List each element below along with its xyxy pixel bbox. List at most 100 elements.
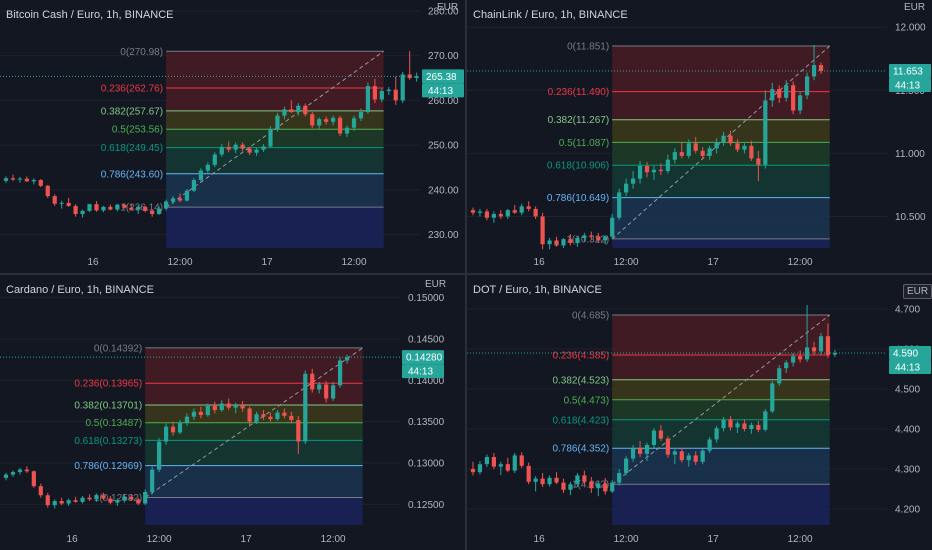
panel-divider-horizontal[interactable] [0, 273, 932, 275]
candle [310, 112, 315, 129]
candle [184, 188, 190, 202]
chart-title: ChainLink / Euro, 1h, BINANCE [473, 9, 628, 21]
candle [589, 477, 594, 493]
candle [798, 91, 803, 115]
candle [31, 470, 36, 488]
svg-text:44:13: 44:13 [428, 86, 453, 97]
y-tick-label: 4.400 [895, 425, 920, 436]
x-tick-label: 17 [708, 534, 720, 545]
candle [742, 143, 747, 154]
candle [386, 86, 391, 96]
candle [289, 100, 294, 113]
candle [45, 184, 50, 198]
fib-level-label: 0.236(262.76) [101, 84, 163, 95]
candle [818, 333, 824, 356]
chart-canvas[interactable]: 0(11.851) 0.236(11.490) 0.382(11.267) 0.5(1… [467, 0, 932, 273]
x-tick-label: 12:00 [788, 534, 813, 545]
candle [17, 467, 23, 475]
currency-unit-label: EUR [437, 2, 459, 13]
candle [73, 496, 78, 503]
candle [310, 368, 315, 393]
svg-text:11.653: 11.653 [893, 67, 923, 78]
candle [233, 402, 238, 414]
candle [205, 162, 210, 174]
candle [582, 232, 587, 242]
candle [108, 204, 113, 211]
candle [400, 71, 405, 104]
fib-level-label: 0(4.685) [572, 311, 609, 322]
y-tick-label: 280.00 [428, 6, 459, 17]
candle [784, 360, 789, 373]
candle [735, 139, 740, 153]
x-tick-label: 12:00 [614, 534, 639, 545]
y-tick-label: 0.15000 [408, 293, 445, 304]
candle [756, 150, 761, 182]
candle [324, 381, 329, 403]
chart-title: Bitcoin Cash / Euro, 1h, BINANCE [6, 9, 174, 21]
fib-zone [145, 383, 363, 406]
candle [198, 406, 203, 419]
fib-zone [612, 119, 830, 143]
candle [150, 466, 155, 495]
fib-zone [166, 110, 384, 130]
candle [344, 354, 350, 364]
candle [219, 144, 224, 157]
candle [212, 401, 217, 414]
candle [540, 473, 545, 487]
fib-level-label: 0.236(0.13965) [74, 379, 142, 390]
candle [589, 231, 594, 241]
candle [624, 178, 629, 197]
candle [498, 461, 503, 475]
candle [505, 208, 510, 219]
fib-level-label: 0.5(11.087) [559, 138, 609, 149]
x-tick-label: 17 [708, 257, 720, 268]
fib-zone-below [166, 207, 384, 248]
candle [101, 205, 106, 213]
fib-zone [145, 422, 363, 441]
chart-panel-1[interactable]: 0(270.98) 0.236(262.76) 0.382(257.67) 0.5(2… [0, 0, 465, 273]
chart-panel-2[interactable]: 0(11.851) 0.236(11.490) 0.382(11.267) 0.5(1… [467, 0, 932, 273]
candle [547, 475, 552, 487]
fib-zone [145, 347, 363, 384]
chart-canvas[interactable]: 0(0.14392) 0.236(0.13965) 0.382(0.13701) 0.… [0, 275, 465, 550]
candle [700, 147, 705, 160]
candle [679, 142, 684, 159]
candle [637, 160, 643, 184]
fib-zone [145, 405, 363, 423]
candle [547, 237, 552, 250]
currency-unit-label[interactable]: EUR [903, 284, 932, 299]
candle [205, 403, 210, 417]
candle [303, 103, 308, 117]
panel-divider-vertical[interactable] [465, 0, 467, 550]
trend-line[interactable] [144, 347, 363, 498]
y-tick-label: 270.00 [428, 51, 459, 62]
candle [282, 106, 287, 120]
fib-zone-below [612, 238, 830, 248]
candle [624, 456, 629, 476]
candle [379, 88, 384, 103]
candle [811, 44, 817, 81]
candle [296, 103, 301, 116]
fib-zone [612, 379, 830, 400]
candle [59, 200, 64, 209]
trend-line[interactable] [165, 50, 384, 208]
x-tick-label: 12:00 [614, 257, 639, 268]
chart-canvas[interactable]: 0(270.98) 0.236(262.76) 0.382(257.67) 0.5(2… [0, 0, 465, 273]
chart-panel-4[interactable]: 0(4.685) 0.236(4.585) 0.382(4.523) 0.5(4.47… [467, 275, 932, 550]
candle [721, 131, 726, 146]
candle [630, 445, 636, 462]
chart-panel-3[interactable]: 0(0.14392) 0.236(0.13965) 0.382(0.13701) 0.… [0, 275, 465, 550]
last-price-badge: 0.14280 [402, 350, 444, 365]
fib-level-label: 1(236.14) [120, 203, 163, 214]
candle [163, 423, 169, 445]
candle [825, 323, 831, 358]
fib-zone [612, 46, 830, 92]
svg-text:265.38: 265.38 [426, 72, 457, 83]
candle [136, 205, 141, 215]
last-price-badge: 11.653 [889, 64, 931, 79]
candle [477, 208, 483, 217]
candle [129, 204, 134, 211]
trend-line[interactable] [611, 314, 831, 485]
chart-canvas[interactable]: 0(4.685) 0.236(4.585) 0.382(4.523) 0.5(4.47… [467, 275, 932, 550]
candle [73, 204, 78, 217]
